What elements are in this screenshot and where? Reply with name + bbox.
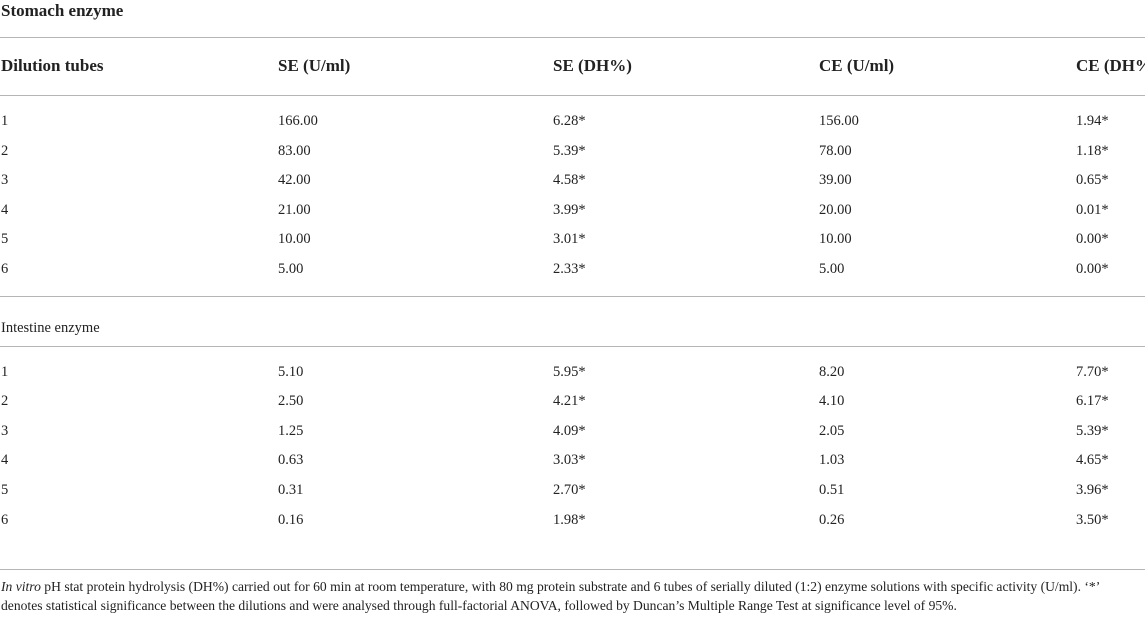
table-cell: 5.00 (819, 261, 845, 277)
column-header: SE (DH%) (553, 56, 632, 75)
table-cell: 0.26 (819, 511, 845, 528)
table-cell: 2.33* (553, 261, 586, 277)
table-cell: 5.39* (553, 142, 586, 159)
table-cell: 0.63 (278, 452, 304, 469)
table-cell: 6 (1, 261, 9, 277)
table-cell: 0.65* (1076, 172, 1109, 189)
table-cell: 1 (1, 363, 9, 380)
table-cell: 1.25 (278, 422, 304, 439)
column-header: SE (U/ml) (278, 56, 351, 75)
table-cell: 3.50* (1076, 511, 1109, 528)
table-cell: 5.95* (553, 363, 586, 380)
table-cell: 2.50 (278, 393, 304, 410)
table-cell: 0.51 (819, 482, 845, 498)
table-cell: 4.10 (819, 393, 845, 410)
table-cell: 42.00 (278, 172, 311, 189)
table-cell: 6.28* (553, 113, 586, 129)
table-cell: 3.99* (553, 201, 586, 218)
table-cell: 39.00 (819, 172, 852, 189)
table-cell: 1.98* (553, 511, 586, 528)
table-cell: 1 (1, 113, 9, 129)
table-cell: 10.00 (278, 231, 311, 248)
table-cell: 5.10 (278, 363, 304, 380)
table-cell: 8.20 (819, 363, 845, 380)
section-label: Intestine enzyme (1, 319, 100, 336)
table-cell: 5 (1, 482, 9, 498)
table-cell: 6 (1, 511, 9, 528)
column-header: CE (DH%) (1076, 56, 1145, 75)
table-cell: 4.09* (553, 422, 586, 439)
divider (0, 295, 1145, 297)
table-title: Stomach enzyme (1, 1, 124, 20)
table-cell: 4.65* (1076, 452, 1109, 469)
divider (0, 345, 1145, 347)
table-cell: 4.21* (553, 393, 586, 410)
table-cell: 78.00 (819, 142, 852, 159)
divider (0, 37, 1145, 38)
table-cell: 1.18* (1076, 142, 1109, 159)
table-cell: 166.00 (278, 113, 318, 129)
table-cell: 0.16 (278, 511, 304, 528)
table-cell: 5.00 (278, 261, 304, 277)
table-cell: 3 (1, 172, 9, 189)
table-cell: 0.00* (1076, 261, 1109, 277)
table-cell: 1.03 (819, 452, 845, 469)
divider (0, 569, 1145, 570)
table-cell: 5.39* (1076, 422, 1109, 439)
table-cell: 2.05 (819, 422, 845, 439)
divider (0, 95, 1145, 96)
table-cell: 2 (1, 142, 9, 159)
table-cell: 5 (1, 231, 9, 248)
table-cell: 4.58* (553, 172, 586, 189)
table-cell: 2 (1, 393, 9, 410)
footnote-text: pH stat protein hydrolysis (DH%) carried… (1, 579, 1100, 613)
table-cell: 4 (1, 452, 9, 469)
table-cell: 3 (1, 422, 9, 439)
table-cell: 3.96* (1076, 482, 1109, 498)
table-cell: 20.00 (819, 201, 852, 218)
table-cell: 6.17* (1076, 393, 1109, 410)
table-cell: 7.70* (1076, 363, 1109, 380)
table-cell: 2.70* (553, 482, 586, 498)
table-cell: 83.00 (278, 142, 311, 159)
table-cell: 0.01* (1076, 201, 1109, 218)
footnote: In vitro pH stat protein hydrolysis (DH%… (1, 577, 1141, 615)
footnote-italic: In vitro (1, 579, 41, 594)
table-cell: 3.01* (553, 231, 586, 248)
column-header: Dilution tubes (1, 56, 104, 75)
table-cell: 4 (1, 201, 9, 218)
table-cell: 0.31 (278, 482, 304, 498)
table-cell: 0.00* (1076, 231, 1109, 248)
table-cell: 21.00 (278, 201, 311, 218)
table-cell: 3.03* (553, 452, 586, 469)
table-cell: 1.94* (1076, 113, 1109, 129)
column-header: CE (U/ml) (819, 56, 895, 75)
table-cell: 156.00 (819, 113, 859, 129)
table-cell: 10.00 (819, 231, 852, 248)
